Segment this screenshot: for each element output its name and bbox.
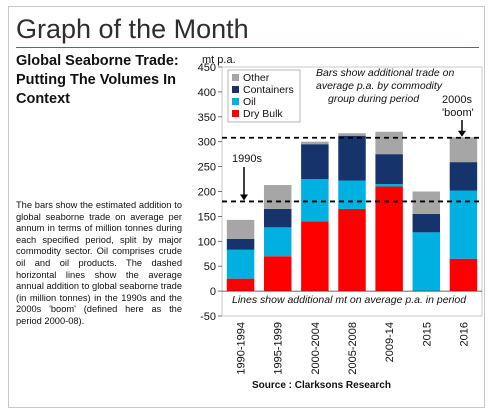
legend-label: Oil: [243, 96, 256, 108]
bar-containers: [449, 162, 478, 191]
bar-oil: [412, 232, 441, 292]
legend-label: Other: [243, 72, 270, 84]
y-axis-unit-label: mt p.a.: [202, 54, 236, 66]
x-tick-label: 1995-1999: [273, 322, 285, 375]
y-tick-label: 450: [198, 62, 216, 74]
bar-other: [449, 137, 478, 163]
y-tick-label: 250: [198, 162, 216, 174]
bar-other: [226, 219, 255, 239]
annotation-bottom: Lines show additional mt on average p.a.…: [232, 294, 467, 306]
x-tick-label: 2016: [458, 322, 470, 346]
bar-dry-bulk: [226, 278, 255, 292]
legend-box: [227, 69, 301, 123]
bar-other: [375, 131, 403, 155]
bar-dry-bulk: [338, 208, 366, 292]
annotation-top: average p.a. by commodity: [316, 80, 443, 92]
chart-subtitle: Global Seaborne Trade: Putting The Volum…: [16, 53, 179, 107]
reference-label-1990s: 1990s: [232, 153, 262, 165]
y-tick-label: 100: [198, 236, 216, 248]
bar-containers: [375, 154, 403, 185]
source-credit: Source : Clarksons Research: [252, 380, 391, 391]
bar-other: [412, 191, 441, 214]
reference-arrowhead: [240, 194, 248, 201]
bar-oil: [375, 184, 403, 187]
y-tick-label: 50: [204, 261, 216, 273]
bar-other: [263, 185, 292, 209]
bar-dry-bulk: [449, 258, 478, 292]
bar-containers: [263, 208, 292, 228]
x-tick-label: 2000-2004: [310, 322, 322, 375]
x-tick-label: 2005-2008: [347, 322, 359, 375]
y-tick-label: 350: [198, 112, 216, 124]
legend-swatch: [232, 86, 239, 93]
bar-dry-bulk: [375, 186, 403, 292]
bar-dry-bulk: [301, 221, 329, 292]
y-tick-label: 200: [198, 187, 216, 199]
annotation-top: group during period: [328, 93, 420, 105]
legend-label: Dry Bulk: [243, 108, 283, 120]
bar-containers: [412, 213, 441, 233]
legend-swatch: [232, 74, 239, 81]
x-tick-label: 2009-14: [384, 322, 396, 362]
chart-description: The bars show the estimated addition to …: [16, 200, 182, 326]
y-tick-label: 150: [198, 211, 216, 223]
bar-other: [338, 133, 366, 136]
y-tick-label: -50: [200, 311, 216, 323]
x-tick-label: 1990-1994: [236, 322, 248, 375]
bar-containers: [338, 135, 366, 181]
page-title: Graph of the Month: [16, 14, 249, 44]
y-tick-label: 0: [210, 286, 216, 298]
title-rule: [16, 47, 479, 48]
bar-other: [301, 141, 329, 145]
legend-swatch: [232, 110, 239, 117]
bar-dry-bulk: [263, 256, 292, 292]
x-tick-label: 2015: [421, 322, 433, 346]
y-tick-label: 300: [198, 137, 216, 149]
reference-lines-layer: 1990s 2000s'boom': [222, 94, 482, 203]
legend-label: Containers: [243, 84, 294, 96]
annotation-top: Bars show additional trade on: [316, 67, 454, 79]
bar-oil: [301, 179, 329, 222]
bar-oil: [263, 227, 292, 257]
reference-label-2000s: 2000s: [442, 94, 472, 106]
bar-containers: [301, 144, 329, 180]
bar-containers: [226, 238, 255, 250]
bar-oil: [338, 180, 366, 209]
bar-oil: [449, 190, 478, 259]
reference-arrowhead: [458, 130, 466, 137]
legend-swatch: [232, 98, 239, 105]
bar-oil: [226, 249, 255, 279]
bar-layer: [226, 131, 478, 292]
reference-label-2000s: 'boom': [442, 107, 474, 119]
y-tick-label: 400: [198, 87, 216, 99]
